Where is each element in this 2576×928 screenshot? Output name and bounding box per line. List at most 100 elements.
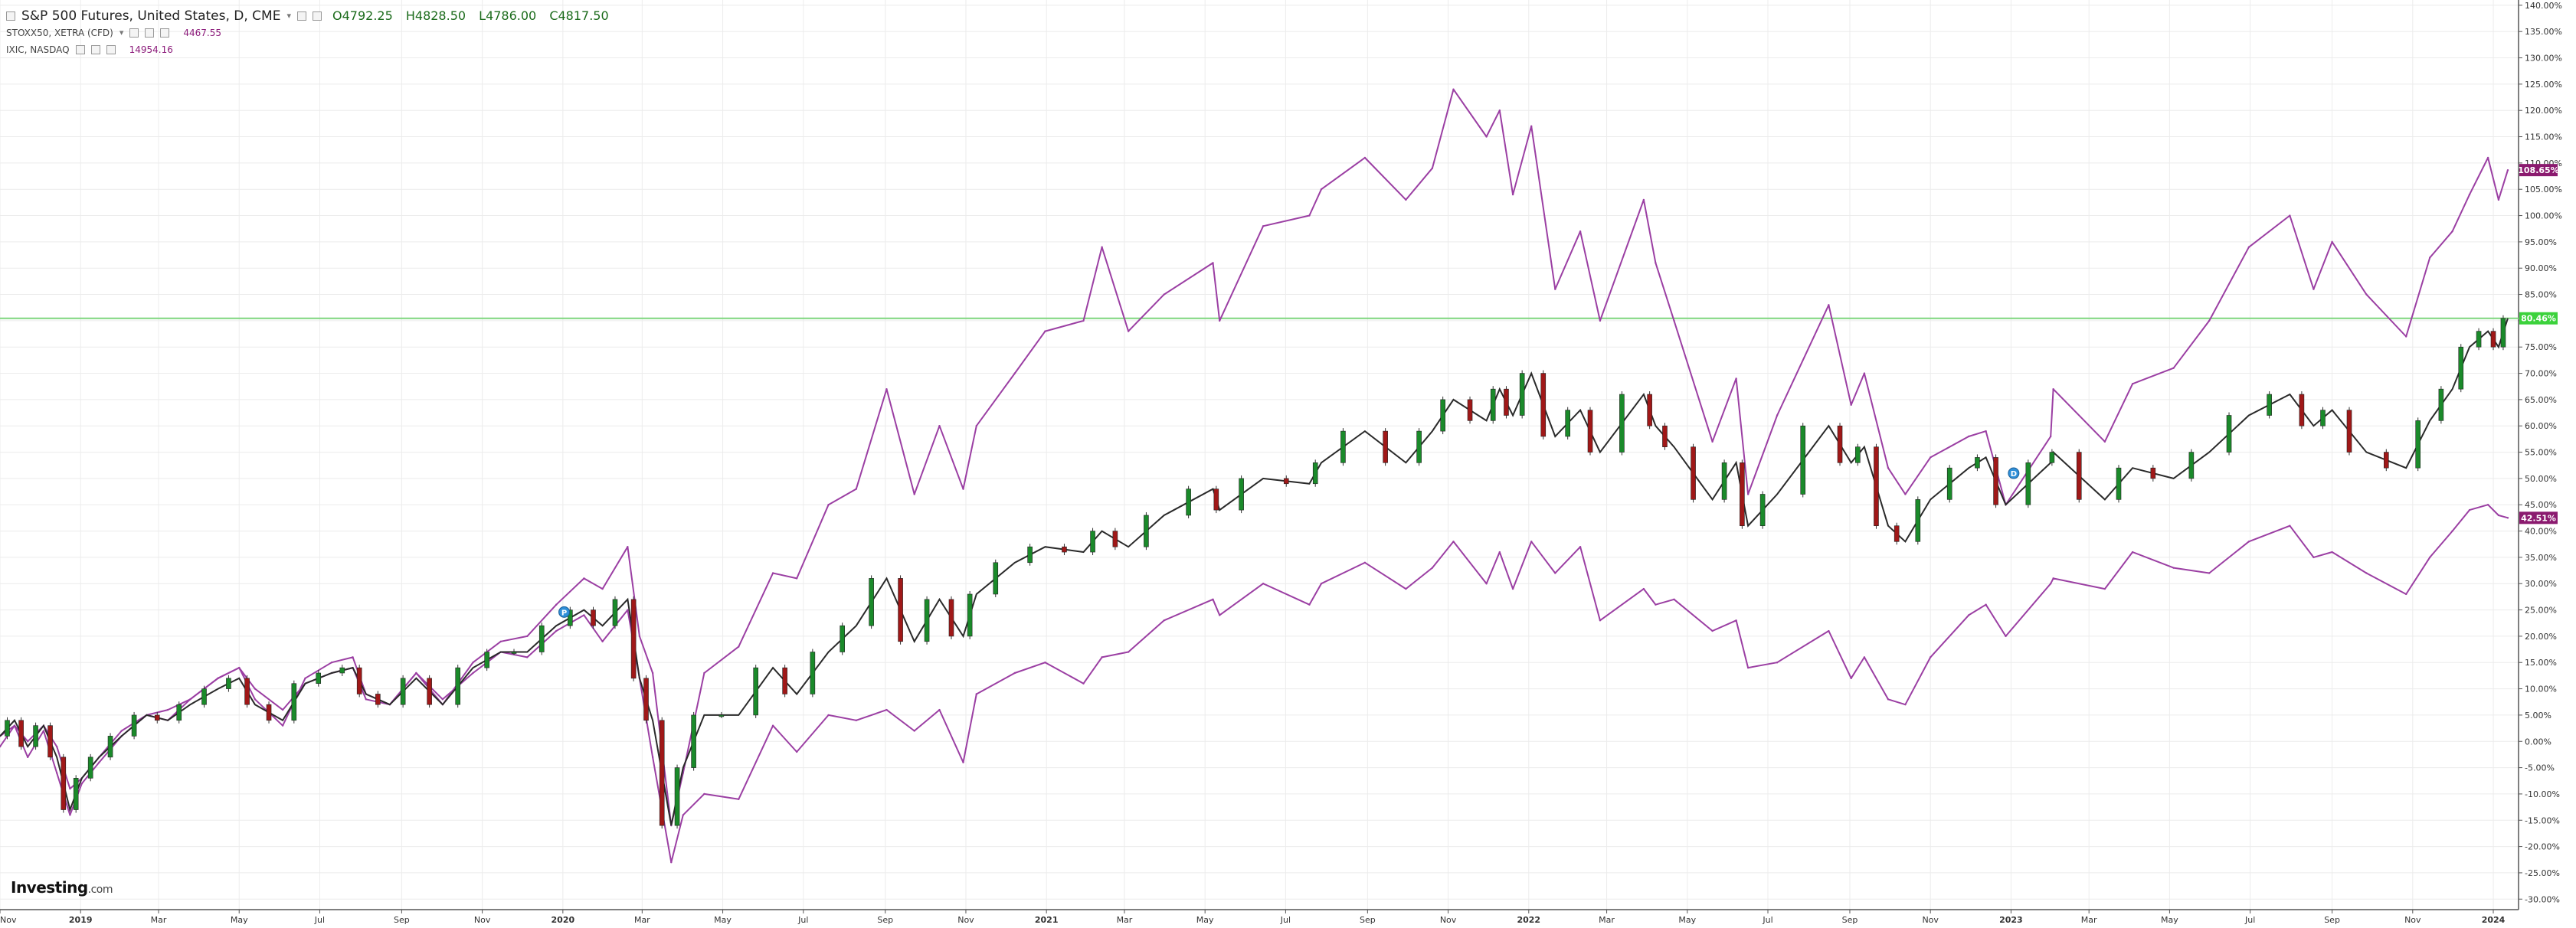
series-point [1985, 430, 1987, 433]
series-point [827, 504, 830, 506]
chevron-down-icon[interactable]: ▾ [119, 28, 124, 38]
y-tick-label: 105.00% [2525, 185, 2562, 194]
series-point [365, 698, 368, 701]
candle-body [1062, 546, 1067, 553]
close-icon[interactable] [313, 11, 322, 21]
series-point [55, 772, 58, 774]
series-point [304, 677, 306, 680]
series-point [913, 730, 915, 732]
series-point [855, 719, 857, 721]
marker-layer: PD [558, 467, 2020, 618]
candle-body [1721, 462, 1727, 500]
candle-body [1440, 399, 1445, 432]
candle-body [339, 667, 345, 674]
series-point [2131, 383, 2134, 385]
eye-icon[interactable] [75, 45, 85, 54]
series-point [189, 698, 191, 701]
settings-icon[interactable] [90, 45, 100, 54]
series-point [120, 730, 123, 732]
y-tick-label: 115.00% [2525, 132, 2562, 142]
main-series-title[interactable]: S&P 500 Futures, United States, D, CME [21, 8, 281, 24]
series-point [1044, 330, 1046, 332]
legend-series-stoxx[interactable]: STOXX50, XETRA (CFD) ▾ 4467.55 [6, 25, 618, 41]
series-point [254, 688, 257, 690]
series-point [771, 724, 774, 727]
legend-main-series[interactable]: S&P 500 Futures, United States, D, CME ▾… [6, 8, 618, 25]
series-point [1711, 629, 1714, 632]
y-tick-label: 65.00% [2525, 395, 2557, 405]
x-tick-label: Nov [474, 915, 491, 925]
series-point [1431, 567, 1434, 569]
candle-body [753, 667, 758, 716]
candle-body [1090, 531, 1095, 553]
series3-name[interactable]: IXIC, NASDAQ [6, 44, 70, 55]
series-point [1101, 246, 1103, 248]
series-point [2172, 567, 2175, 569]
series-point [1262, 225, 1265, 227]
investing-logo[interactable]: Investing.com [11, 878, 113, 897]
series-point [330, 662, 333, 664]
y-tick-label: -25.00% [2525, 868, 2560, 878]
y-axis: 140.00% 135.00% 130.00% 125.00% 120.00% 115.0… [2519, 1, 2562, 904]
candle-body [201, 688, 207, 705]
x-tick-label: May [1678, 915, 1696, 925]
series2-name[interactable]: STOXX50, XETRA (CFD) [6, 28, 113, 38]
candle-body [2476, 331, 2482, 348]
x-tick-label: Jul [2244, 915, 2255, 925]
settings-icon[interactable] [297, 11, 306, 21]
close-icon[interactable] [160, 28, 170, 38]
candle-body [18, 720, 24, 747]
candle-body [993, 562, 999, 595]
series-point [98, 761, 100, 763]
event-marker-label: P [561, 609, 567, 617]
candle-body [1662, 425, 1668, 447]
series-point [1163, 619, 1165, 622]
y-tick-label: 130.00% [2525, 54, 2562, 64]
x-tick-label: 2024 [2482, 915, 2506, 925]
series-point [2506, 168, 2509, 172]
series-point [80, 782, 83, 785]
series-point [670, 861, 673, 864]
series-point [1127, 330, 1130, 332]
series-point [472, 671, 474, 675]
candle-body [1504, 388, 1509, 416]
candle-body [2076, 452, 2082, 500]
series-point [885, 708, 888, 711]
last-value-badge [2519, 164, 2558, 177]
series-point [2497, 514, 2500, 517]
candle-body [511, 652, 517, 654]
candle-body [2490, 331, 2496, 348]
series-point [885, 387, 888, 390]
series-point [1485, 136, 1488, 138]
legend-series-nasdaq[interactable]: IXIC, NASDAQ 14954.16 [6, 41, 618, 58]
collapse-toggle-icon[interactable] [6, 11, 15, 21]
eye-icon[interactable] [129, 28, 139, 38]
series-point [472, 662, 474, 664]
series-point [1554, 288, 1556, 290]
candle-body [643, 678, 649, 721]
y-tick-label: 30.00% [2525, 579, 2557, 589]
candle-body [1312, 462, 1318, 485]
logo-brand: Investing [11, 878, 88, 897]
y-tick-label: 125.00% [2525, 80, 2562, 90]
series-point [1599, 319, 1602, 322]
x-tick-label: May [1196, 915, 1214, 925]
y-tick-label: 135.00% [2525, 27, 2562, 37]
series-point [2005, 635, 2007, 638]
candle-body [5, 720, 10, 737]
series-point [703, 792, 705, 796]
settings-icon[interactable] [145, 28, 155, 38]
close-icon[interactable] [106, 45, 116, 54]
candle-body [356, 667, 362, 694]
candle-body [1993, 457, 1998, 505]
candle-body [375, 694, 381, 705]
y-tick-label: 90.00% [2525, 263, 2557, 273]
series-point [1599, 619, 1602, 622]
chevron-down-icon[interactable]: ▾ [286, 11, 291, 21]
series-point [1863, 372, 1866, 374]
series-point [2052, 577, 2054, 580]
series-point [2497, 198, 2500, 201]
candle-body [674, 767, 680, 826]
series-point [1320, 583, 1323, 585]
